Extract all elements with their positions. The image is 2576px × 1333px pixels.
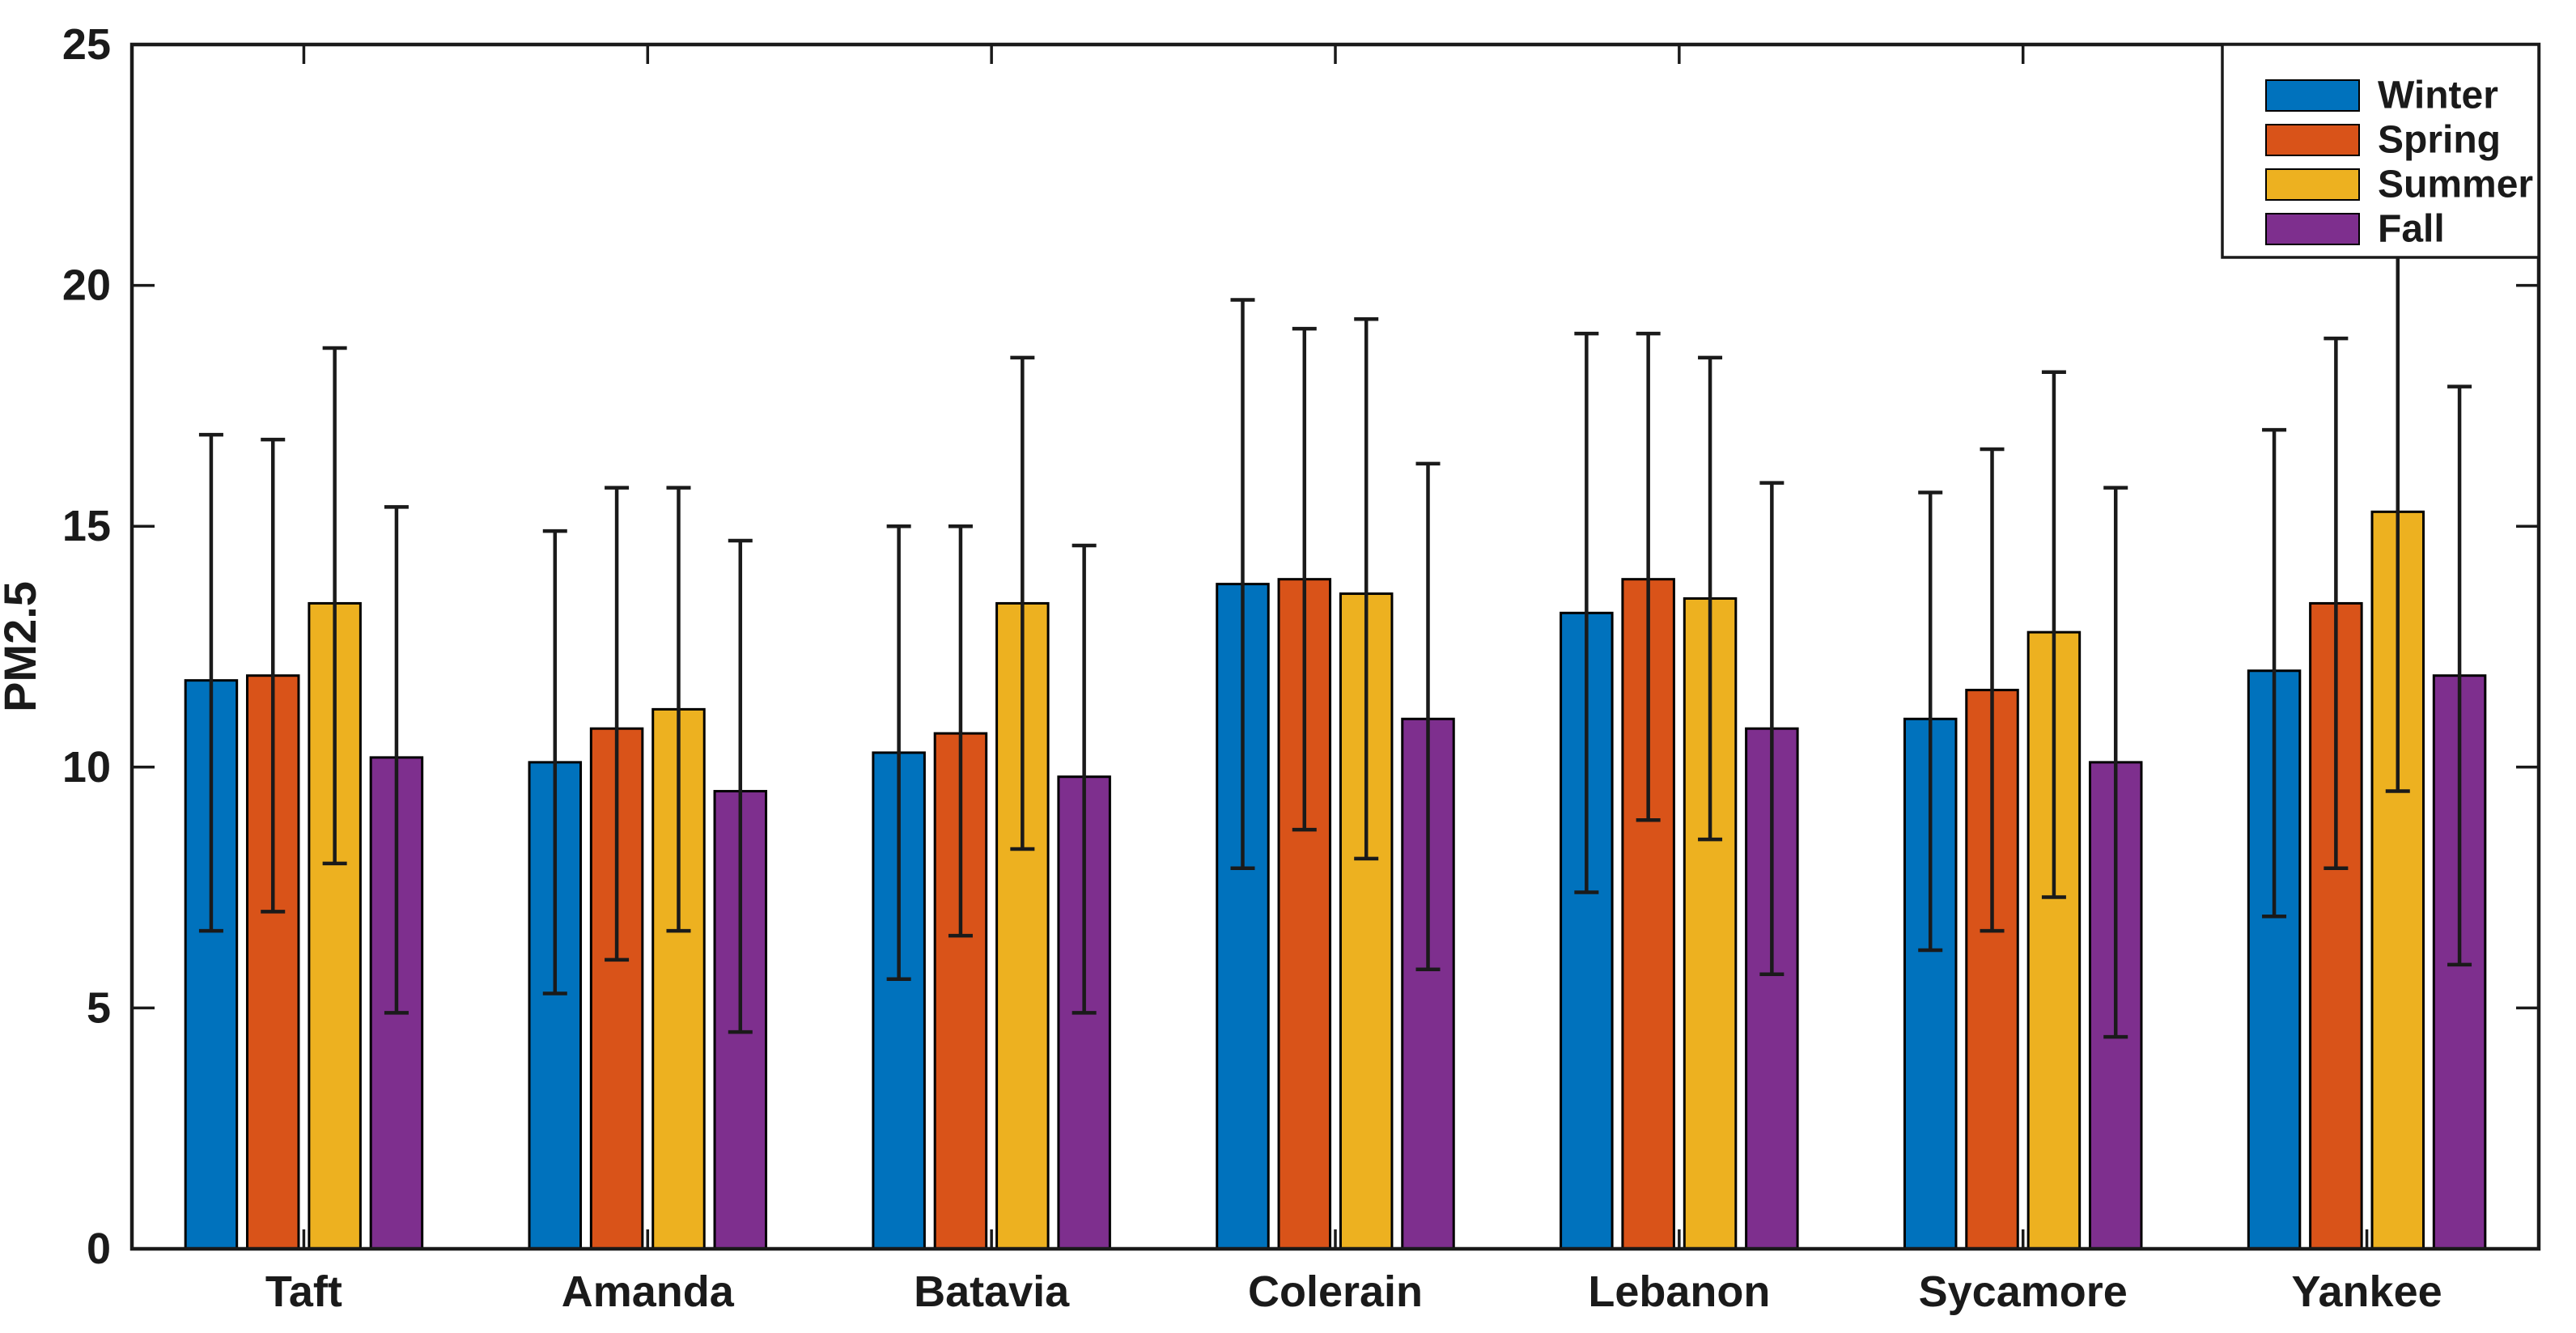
error-bar-amanda-spring — [605, 486, 630, 962]
legend-swatch-summer — [2265, 168, 2360, 201]
error-bar-sycamore-fall — [2103, 486, 2128, 1039]
error-bars-summer — [322, 254, 2410, 933]
error-bar-colerain-fall — [1415, 461, 1441, 972]
legend-item-fall: Fall — [2265, 208, 2445, 251]
error-bar-colerain-summer — [1354, 317, 1379, 861]
legend-swatch-spring — [2265, 124, 2360, 156]
legend-item-spring: Spring — [2265, 119, 2501, 162]
error-bar-taft-winter — [198, 432, 223, 933]
x-tick-label-colerain: Colerain — [1248, 1267, 1423, 1316]
error-bar-sycamore-summer — [2041, 370, 2066, 899]
error-bar-batavia-fall — [1072, 543, 1097, 1015]
y-tick-label-5: 5 — [87, 983, 111, 1032]
error-bar-amanda-summer — [666, 486, 691, 933]
legend-label-fall: Fall — [2378, 208, 2445, 251]
error-bar-colerain-spring — [1292, 326, 1317, 832]
y-tick-label-15: 15 — [62, 502, 111, 550]
error-bars-fall — [384, 384, 2472, 1039]
error-bar-taft-summer — [322, 346, 347, 866]
bar-series-group — [184, 510, 2487, 1250]
x-tick-label-lebanon: Lebanon — [1588, 1267, 1770, 1316]
plot-area — [132, 45, 2539, 1249]
y-tick-label-25: 25 — [62, 20, 111, 69]
error-bar-lebanon-spring — [1636, 331, 1661, 822]
error-bar-yankee-fall — [2447, 384, 2472, 967]
error-bar-amanda-winter — [542, 529, 567, 996]
legend-label-winter: Winter — [2378, 74, 2498, 117]
x-tick-label-batavia: Batavia — [914, 1267, 1070, 1316]
legend-swatch-fall — [2265, 213, 2360, 245]
error-bar-batavia-spring — [948, 524, 973, 938]
y-tick-label-0: 0 — [87, 1225, 111, 1273]
legend-label-summer: Summer — [2378, 163, 2533, 206]
error-bar-batavia-winter — [886, 524, 911, 981]
x-tick-label-amanda: Amanda — [562, 1267, 735, 1316]
error-bar-amanda-fall — [728, 538, 753, 1034]
legend-item-winter: Winter — [2265, 74, 2498, 117]
error-bar-colerain-winter — [1230, 298, 1255, 871]
x-tick-label-yankee: Yankee — [2291, 1267, 2442, 1316]
error-bar-lebanon-fall — [1759, 481, 1785, 976]
legend-label-spring: Spring — [2378, 119, 2501, 162]
legend-swatch-winter — [2265, 79, 2360, 112]
bar-colerain-fall — [1401, 717, 1455, 1250]
error-bar-taft-spring — [261, 437, 286, 914]
error-bar-yankee-winter — [2262, 427, 2287, 919]
error-bars-spring — [261, 326, 2349, 962]
error-bars-group — [198, 254, 2472, 1039]
error-bar-sycamore-winter — [1918, 490, 1943, 953]
y-tick-label-20: 20 — [62, 261, 111, 310]
error-bar-lebanon-winter — [1574, 331, 1599, 894]
error-bar-lebanon-summer — [1698, 355, 1723, 842]
error-bar-yankee-spring — [2323, 336, 2349, 871]
error-bar-batavia-summer — [1010, 355, 1035, 851]
bar-yankee-summer — [2370, 510, 2425, 1250]
error-bar-taft-fall — [384, 505, 409, 1015]
x-tick-label-taft: Taft — [265, 1267, 342, 1316]
error-bars-winter — [198, 298, 2287, 996]
y-axis-label: PM2.5 — [0, 581, 45, 712]
legend-item-summer: Summer — [2265, 163, 2533, 206]
error-bar-sycamore-spring — [1980, 447, 2005, 933]
y-tick-label-10: 10 — [62, 743, 111, 792]
x-tick-label-sycamore: Sycamore — [1919, 1267, 2128, 1316]
tick-labels-group: 0 5 10 15 20 25 Taft Amanda Batavia Colerain Leban… — [62, 20, 2442, 1316]
